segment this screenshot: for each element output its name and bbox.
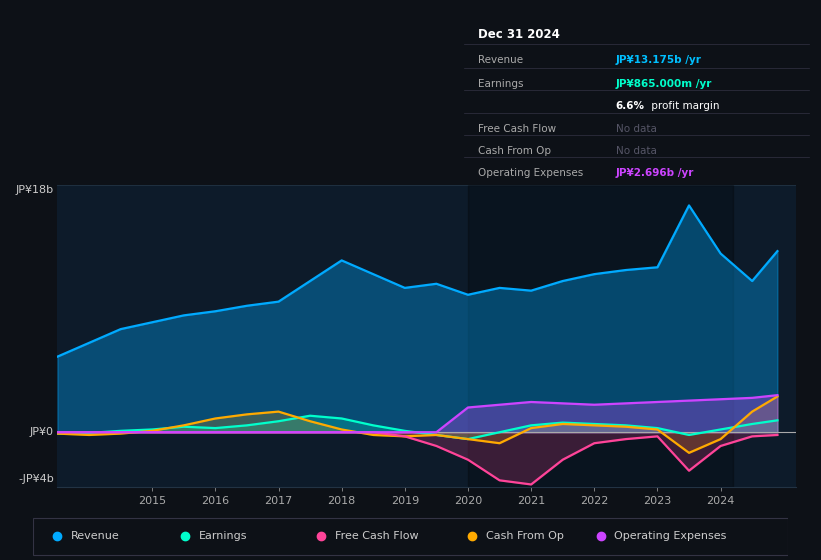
Text: Dec 31 2024: Dec 31 2024 [478, 28, 560, 41]
Text: Revenue: Revenue [478, 55, 523, 65]
Text: Operating Expenses: Operating Expenses [614, 531, 727, 541]
Text: -JP¥4b: -JP¥4b [18, 474, 54, 484]
Text: No data: No data [616, 124, 657, 134]
Bar [468, 185, 733, 487]
Text: Free Cash Flow: Free Cash Flow [478, 124, 556, 134]
Text: JP¥18b: JP¥18b [16, 185, 54, 195]
Text: JP¥13.175b /yr: JP¥13.175b /yr [616, 55, 701, 65]
Text: Earnings: Earnings [478, 79, 523, 89]
Text: Revenue: Revenue [71, 531, 119, 541]
Text: Earnings: Earnings [199, 531, 247, 541]
Text: JP¥2.696b /yr: JP¥2.696b /yr [616, 169, 694, 179]
Text: Operating Expenses: Operating Expenses [478, 169, 583, 179]
Text: JP¥865.000m /yr: JP¥865.000m /yr [616, 79, 712, 89]
Text: Cash From Op: Cash From Op [486, 531, 564, 541]
Text: No data: No data [616, 146, 657, 156]
Text: profit margin: profit margin [649, 101, 720, 111]
Text: 6.6%: 6.6% [616, 101, 644, 111]
Text: Cash From Op: Cash From Op [478, 146, 551, 156]
Text: JP¥0: JP¥0 [30, 427, 54, 437]
Text: Free Cash Flow: Free Cash Flow [335, 531, 419, 541]
